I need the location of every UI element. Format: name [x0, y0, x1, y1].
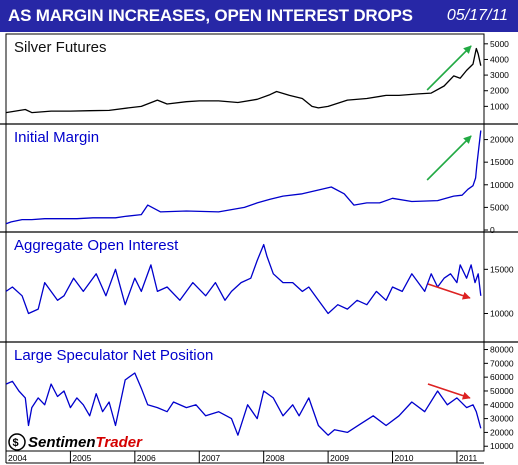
y-tick-label: 5000 [490, 39, 509, 49]
x-tick-label: 2008 [266, 453, 285, 463]
trend-arrow-up [426, 45, 472, 91]
logo-icon-letter: $ [13, 437, 19, 449]
series-line-aggregate-open-interest [5, 243, 482, 315]
y-tick-label: 50000 [490, 386, 514, 396]
x-tick-label: 2011 [459, 453, 478, 463]
y-tick-label: 80000 [490, 345, 514, 355]
y-tick-label: 15000 [490, 157, 514, 167]
panel-title-initial-margin: Initial Margin [14, 129, 99, 146]
x-tick-label: 2005 [72, 453, 91, 463]
chart-canvas: Silver Futures 1000 2000 3000 4000 5000 Initia… [0, 33, 518, 464]
logo-text: SentimenTrader [28, 434, 143, 451]
y-tick-label: 10000 [490, 309, 514, 319]
plot-frame [5, 33, 485, 452]
y-tick-label: 4000 [490, 54, 509, 64]
y-tick-label: 2000 [490, 86, 509, 96]
y-tick-label: 5000 [490, 202, 509, 212]
y-tick-label: 10000 [490, 441, 514, 451]
header-bar: AS MARGIN INCREASES, OPEN INTEREST DROPS… [0, 0, 518, 32]
x-tick-label: 2006 [137, 453, 156, 463]
x-tick-label: 2009 [330, 453, 349, 463]
y-tick-label: 20000 [490, 427, 514, 437]
y-tick-label: 3000 [490, 70, 509, 80]
logo-icon [8, 433, 26, 451]
y-tick-label: 15000 [490, 264, 514, 274]
series-line-large-speculator-net-position [5, 372, 482, 436]
panel-title-aggregate-open-interest: Aggregate Open Interest [14, 237, 179, 254]
series-line-initial-margin [5, 130, 482, 225]
y-tick-label: 30000 [490, 414, 514, 424]
y-tick-label: 0 [490, 225, 495, 235]
trend-arrow-down [427, 283, 471, 300]
x-tick-label: 2010 [395, 453, 414, 463]
trend-arrow-down [427, 383, 471, 400]
y-tick-label: 20000 [490, 135, 514, 145]
x-tick-label: 2004 [8, 453, 27, 463]
x-tick-label: 2007 [201, 453, 220, 463]
y-tick-label: 60000 [490, 372, 514, 382]
panel-title-silver-futures: Silver Futures [14, 39, 107, 56]
chart-title: AS MARGIN INCREASES, OPEN INTEREST DROPS [8, 6, 413, 25]
y-tick-label: 10000 [490, 180, 514, 190]
y-tick-label: 40000 [490, 400, 514, 410]
panel-title-large-speculator-net-position: Large Speculator Net Position [14, 347, 213, 364]
y-tick-label: 70000 [490, 358, 514, 368]
trend-arrow-up [426, 135, 472, 181]
series-line-silver-futures [5, 47, 482, 114]
chart-date: 05/17/11 [446, 7, 508, 24]
y-tick-label: 1000 [490, 101, 509, 111]
